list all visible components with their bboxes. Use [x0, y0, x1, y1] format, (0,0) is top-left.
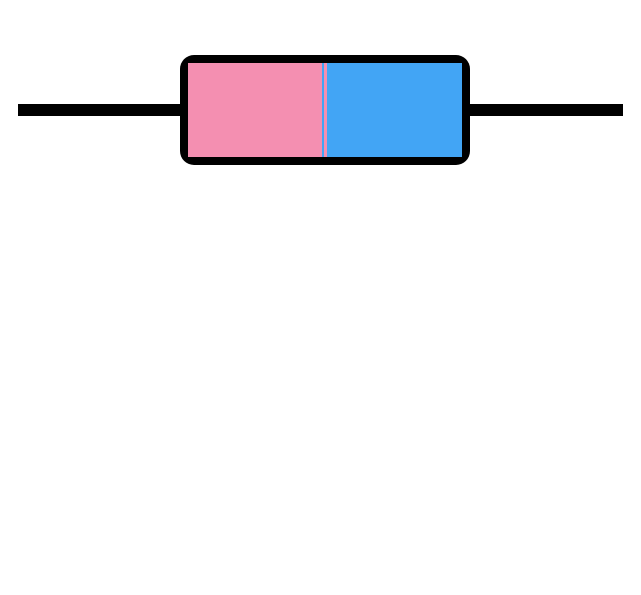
p-region [188, 63, 325, 157]
diode-diagram [0, 0, 641, 590]
n-region [327, 63, 462, 157]
